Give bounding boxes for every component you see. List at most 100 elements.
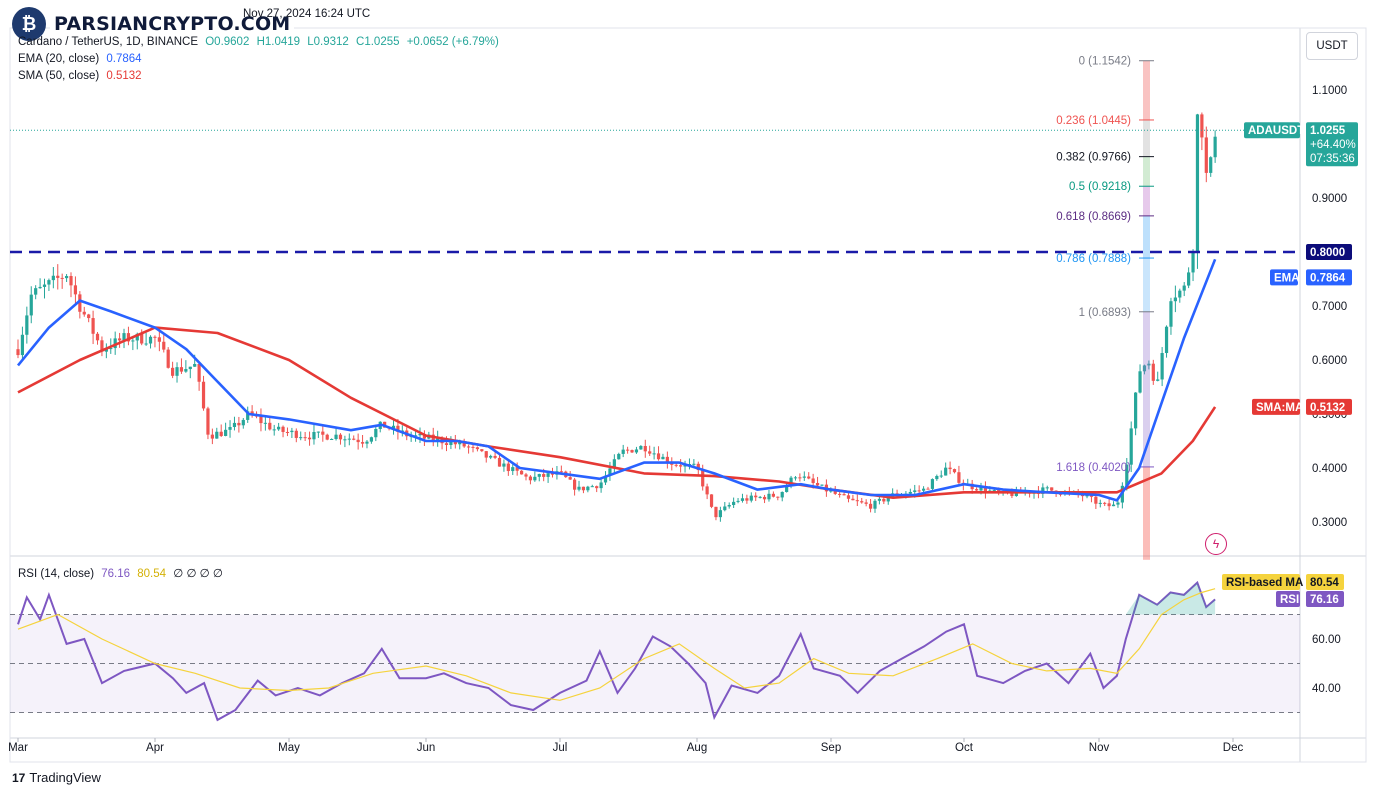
candle-body bbox=[73, 285, 78, 295]
candle-body bbox=[577, 486, 581, 490]
candle-body bbox=[815, 482, 820, 486]
candle-body bbox=[78, 294, 82, 312]
candle-body bbox=[1116, 502, 1120, 505]
candle-body bbox=[524, 474, 528, 477]
sma-line bbox=[17, 326, 1217, 499]
badge-level: 0.8000 bbox=[1306, 244, 1352, 260]
tradingview-label: TradingView bbox=[29, 770, 101, 785]
candle-body bbox=[608, 468, 612, 476]
candle-body bbox=[948, 467, 952, 470]
candle-body bbox=[1182, 285, 1186, 291]
candle-body bbox=[38, 286, 42, 289]
candle-body bbox=[1138, 371, 1142, 393]
brand-logo-icon: ₿ bbox=[12, 7, 46, 41]
x-tick-label-nov: Nov bbox=[1089, 742, 1110, 754]
candle-body bbox=[122, 333, 126, 341]
candle-body bbox=[573, 479, 577, 490]
sma-label: SMA (50, close) bbox=[18, 70, 100, 82]
candle-body bbox=[277, 426, 281, 430]
price-pane-frame bbox=[9, 27, 1301, 557]
y-tick-label: 1.1000 bbox=[1312, 85, 1347, 97]
rsi-legend[interactable]: RSI (14, close) 76.16 80.54 ∅ ∅ ∅ ∅ bbox=[18, 566, 227, 580]
candle-body bbox=[250, 411, 254, 415]
candle-body bbox=[489, 455, 493, 458]
candle-body bbox=[762, 496, 767, 500]
ohlc-close: C1.0255 bbox=[356, 36, 400, 48]
candle-body bbox=[1178, 290, 1182, 298]
fib-band bbox=[1143, 466, 1150, 560]
candle-body bbox=[519, 470, 524, 475]
ema-legend[interactable]: EMA (20, close) 0.7864 bbox=[18, 53, 146, 65]
candle-body bbox=[586, 486, 590, 491]
badge-sma-label-text: SMA:MA bbox=[1256, 402, 1303, 414]
candle-body bbox=[219, 431, 223, 436]
candle-body bbox=[807, 476, 811, 479]
candle-body bbox=[983, 487, 988, 493]
fib-band bbox=[1143, 119, 1150, 157]
candle-body bbox=[241, 419, 245, 426]
ema-line bbox=[16, 258, 1217, 502]
candle-body bbox=[140, 333, 144, 344]
candle-body bbox=[643, 445, 647, 452]
rsi-label: RSI (14, close) bbox=[18, 568, 95, 580]
candle-body bbox=[232, 422, 237, 428]
candle-body bbox=[944, 467, 948, 476]
candle-body bbox=[656, 453, 661, 460]
candle-body bbox=[1151, 363, 1155, 381]
candle-body bbox=[674, 464, 678, 466]
candle-body bbox=[34, 288, 38, 295]
candle-body bbox=[709, 494, 714, 507]
candle-body bbox=[1041, 487, 1045, 494]
badge-rsi-value-bg bbox=[1306, 591, 1344, 607]
candle-body bbox=[502, 463, 506, 467]
candle-body bbox=[908, 491, 912, 494]
candle-body bbox=[811, 478, 815, 483]
candle-body bbox=[82, 311, 86, 315]
candle-body bbox=[126, 333, 131, 342]
candle-body bbox=[868, 503, 873, 509]
fib-label-1: 1 (0.6893) bbox=[1079, 307, 1132, 319]
tradingview-footer[interactable]: 17 TradingView bbox=[12, 770, 101, 785]
candle-body bbox=[1160, 353, 1164, 380]
flash-icon[interactable]: ϟ bbox=[1205, 533, 1227, 555]
candle-body bbox=[1191, 252, 1195, 273]
candle-body bbox=[621, 449, 625, 454]
candle-body bbox=[29, 294, 33, 316]
fib-band bbox=[1143, 60, 1150, 120]
candle-body bbox=[484, 451, 488, 458]
candle-body bbox=[1195, 114, 1200, 253]
currency-button[interactable]: USDT bbox=[1306, 32, 1358, 60]
sma-legend[interactable]: SMA (50, close) 0.5132 bbox=[18, 70, 146, 82]
badge-adausdt-label: ADAUSDT bbox=[1244, 122, 1304, 139]
rsi-overbought-fill bbox=[1125, 582, 1216, 615]
candle-body bbox=[740, 498, 745, 501]
candle-body bbox=[303, 437, 307, 439]
brand-watermark: ₿ PARSIANCRYPTO.COM bbox=[12, 6, 295, 42]
fib-label-0.786: 0.786 (0.7888) bbox=[1056, 253, 1131, 265]
fib-label-1.618: 1.618 (0.4020) bbox=[1056, 462, 1131, 474]
rsi-line bbox=[17, 580, 1216, 722]
candle-body bbox=[316, 431, 320, 433]
candle-body bbox=[369, 437, 373, 442]
candle-body bbox=[833, 490, 837, 494]
candle-body bbox=[1156, 379, 1160, 381]
badge-rsi-label-bg bbox=[1276, 591, 1300, 607]
candle-body bbox=[935, 475, 939, 480]
candle-body bbox=[793, 477, 798, 479]
symbol-legend[interactable]: Cardano / TetherUS, 1D, BINANCE O0.9602 … bbox=[18, 36, 503, 48]
candle-body bbox=[42, 284, 47, 287]
candle-body bbox=[391, 425, 396, 429]
candle-body bbox=[51, 275, 55, 281]
badge-rsi-ma-value: 80.54 bbox=[1306, 574, 1344, 590]
candle-body bbox=[95, 333, 100, 341]
candle-body bbox=[294, 430, 298, 438]
candle-body bbox=[285, 431, 290, 433]
candle-body bbox=[506, 463, 510, 472]
candle-body bbox=[1169, 301, 1173, 327]
candle-body bbox=[356, 439, 360, 443]
badge-adausdt-price-text: 1.0255 bbox=[1310, 125, 1346, 137]
candles bbox=[16, 112, 1217, 522]
candle-body bbox=[873, 500, 877, 509]
ohlc-high: H1.0419 bbox=[256, 36, 301, 48]
